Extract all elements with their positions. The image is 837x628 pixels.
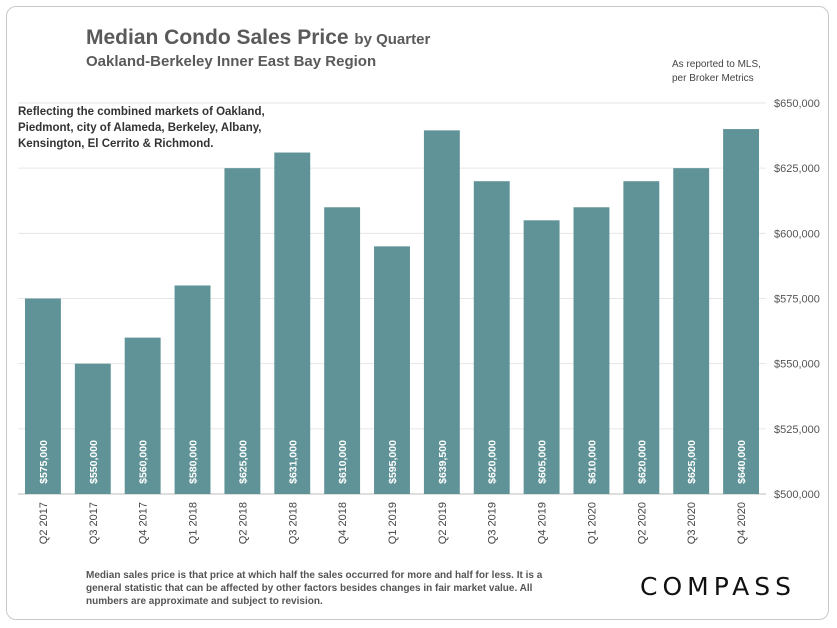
chart-subtitle: Oakland-Berkeley Inner East Bay Region bbox=[86, 53, 377, 70]
bar-value-label: $595,000 bbox=[387, 440, 399, 484]
x-tick-label: Q3 2017 bbox=[88, 502, 100, 544]
x-tick-label: Q4 2019 bbox=[537, 502, 549, 544]
x-axis: Q2 2017 Q3 2017 Q4 2017 Q1 2018 Q2 2018 Q3 20… bbox=[38, 502, 748, 544]
bar-value-label: $580,000 bbox=[188, 440, 200, 484]
bar-value-label: $550,000 bbox=[88, 440, 100, 484]
bar-value-label: $639,500 bbox=[437, 440, 449, 484]
bar-value-label: $605,000 bbox=[537, 440, 549, 484]
bar bbox=[374, 246, 410, 494]
x-tick-label: Q4 2020 bbox=[736, 502, 748, 544]
bars: $575,000 $550,000 $560,000 $580,000 $625,000… bbox=[24, 129, 760, 495]
chart-title-suffix: by Quarter bbox=[354, 31, 431, 48]
x-tick-label: Q2 2019 bbox=[437, 502, 449, 544]
bar bbox=[124, 337, 161, 494]
y-tick-label: $550,000 bbox=[774, 359, 820, 371]
x-tick-label: Q1 2018 bbox=[188, 502, 200, 544]
x-tick-label: Q4 2018 bbox=[337, 502, 349, 544]
bar bbox=[473, 181, 510, 494]
bar-value-label: $560,000 bbox=[138, 440, 150, 484]
y-tick-label: $600,000 bbox=[774, 228, 820, 240]
bar bbox=[523, 220, 560, 495]
bar-value-label: $620,000 bbox=[487, 440, 499, 484]
source-note: As reported to MLS, per Broker Metrics bbox=[672, 58, 782, 86]
bar bbox=[723, 129, 760, 495]
bar bbox=[24, 298, 61, 494]
y-tick-label: $575,000 bbox=[774, 294, 820, 306]
y-tick-label: $650,000 bbox=[774, 98, 820, 110]
bar-value-label: $620,000 bbox=[636, 440, 648, 484]
x-tick-label: Q1 2020 bbox=[586, 502, 598, 544]
x-tick-label: Q3 2018 bbox=[287, 502, 299, 544]
bar bbox=[623, 181, 660, 494]
bar-value-label: $625,000 bbox=[686, 440, 698, 484]
bar bbox=[423, 130, 460, 494]
x-tick-label: Q2 2018 bbox=[237, 502, 249, 544]
bar bbox=[573, 207, 610, 494]
bar-value-label: $625,000 bbox=[237, 440, 249, 484]
bar bbox=[224, 168, 261, 494]
bar-value-label: $610,000 bbox=[337, 440, 349, 484]
bar bbox=[174, 285, 211, 494]
compass-logo: COMPASS bbox=[640, 572, 797, 601]
y-tick-label: $500,000 bbox=[774, 489, 820, 501]
x-tick-label: Q2 2020 bbox=[636, 502, 648, 544]
x-tick-label: Q4 2017 bbox=[138, 502, 150, 544]
chart-title-main: Median Condo Sales Price bbox=[86, 26, 349, 49]
x-tick-label: Q2 2017 bbox=[38, 502, 50, 544]
y-tick-label: $525,000 bbox=[774, 424, 820, 436]
bar bbox=[274, 152, 311, 494]
bar bbox=[673, 168, 710, 494]
source-line-1: As reported to MLS, bbox=[672, 59, 761, 70]
footnote: Median sales price is that price at whic… bbox=[86, 570, 543, 607]
bar bbox=[74, 363, 111, 494]
bar-value-label: $575,000 bbox=[38, 440, 50, 484]
x-tick-label: Q1 2019 bbox=[387, 502, 399, 544]
bar-value-label: $610,000 bbox=[586, 440, 598, 484]
source-line-2: per Broker Metrics bbox=[672, 73, 754, 84]
y-tick-label: $625,000 bbox=[774, 163, 820, 175]
x-tick-label: Q3 2019 bbox=[487, 502, 499, 544]
y-axis: $500,000 $525,000 $550,000 $575,000 $600,000… bbox=[774, 98, 820, 501]
region-note: Reflecting the combined markets of Oakla… bbox=[18, 106, 265, 150]
chart-title: Median Condo Sales Price by Quarter bbox=[86, 26, 430, 50]
bar bbox=[324, 207, 361, 494]
x-tick-label: Q3 2020 bbox=[686, 502, 698, 544]
bar-value-label: $640,000 bbox=[736, 440, 748, 484]
bar-value-label: $631,000 bbox=[287, 440, 299, 484]
